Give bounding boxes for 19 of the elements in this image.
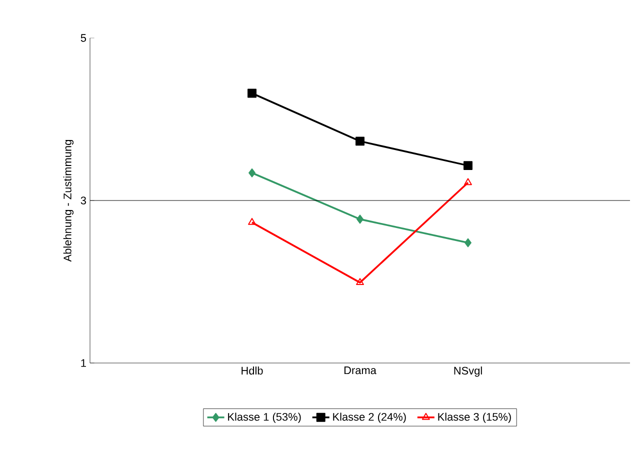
y-tick-label: 1 xyxy=(81,359,86,367)
point xyxy=(356,278,364,286)
legend-label: Klasse 3 (15%) xyxy=(438,412,511,423)
x-tick-label: NSvgl xyxy=(454,366,482,377)
legend-label: Klasse 1 (53%) xyxy=(228,412,301,423)
x-tick-label: Drama xyxy=(344,366,376,374)
y-tick-label: 3 xyxy=(80,196,86,204)
point xyxy=(248,88,256,98)
point xyxy=(464,161,472,170)
point xyxy=(248,218,256,225)
x-tick-label: Hdlb xyxy=(242,366,263,375)
y-tick-label: 5 xyxy=(80,34,86,42)
point xyxy=(356,214,364,224)
legend-label: Klasse 2 (24%) xyxy=(333,412,406,423)
point xyxy=(464,178,472,186)
point xyxy=(464,238,472,248)
y-axis-title: Ablehnung - Zustimmung xyxy=(63,140,74,262)
point xyxy=(356,136,364,146)
point xyxy=(248,168,256,178)
